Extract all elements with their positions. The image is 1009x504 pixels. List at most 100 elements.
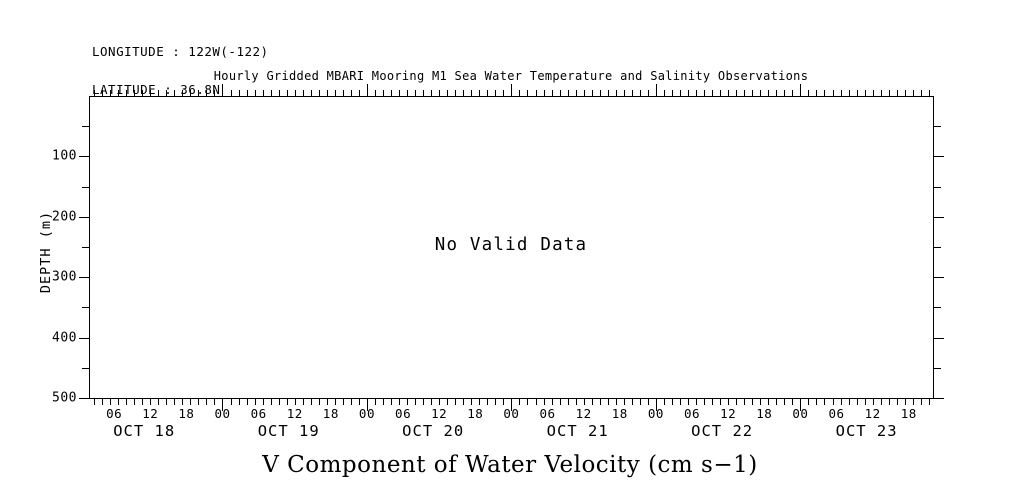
x-day-label: OCT 23 — [835, 422, 898, 440]
x-axis-tick — [431, 399, 433, 405]
x-axis-tick — [407, 399, 409, 405]
x-axis-tick — [503, 399, 505, 405]
x-axis-tick — [423, 399, 425, 405]
x-axis-tick — [174, 399, 176, 405]
x-axis-tick — [655, 84, 657, 96]
x-axis-tick — [150, 399, 152, 405]
x-axis-tick — [318, 399, 320, 405]
y-axis-tick — [934, 247, 941, 248]
x-axis-tick — [342, 399, 344, 405]
x-axis-tick — [158, 399, 160, 405]
x-axis-tick — [800, 84, 802, 96]
x-axis-tick — [832, 399, 834, 405]
x-axis-tick — [447, 399, 449, 405]
variable-caption: V Component of Water Velocity (cm s−1) — [262, 452, 758, 478]
x-axis-tick — [752, 399, 754, 405]
x-hour-label: 12 — [864, 406, 881, 421]
x-axis-tick — [720, 399, 722, 405]
y-axis-title: DEPTH (m) — [38, 210, 54, 294]
x-axis-tick — [567, 399, 569, 405]
y-axis-tick — [79, 338, 89, 339]
plot-area — [89, 96, 934, 399]
y-axis-tick — [934, 217, 944, 218]
longitude-label: LONGITUDE : 122W(-122) — [92, 44, 269, 59]
y-axis-tick — [79, 156, 89, 157]
x-axis-tick — [118, 399, 120, 405]
x-axis-tick — [254, 399, 256, 405]
x-axis-tick — [294, 399, 296, 405]
x-axis-tick — [583, 399, 585, 405]
y-axis-tick — [82, 247, 89, 248]
x-axis-tick — [222, 399, 224, 411]
x-axis-tick — [495, 399, 497, 405]
x-axis-tick — [463, 399, 465, 405]
latitude-label: LATITUDE : 36.8N — [92, 81, 221, 97]
x-axis-tick — [856, 399, 858, 405]
x-axis-tick — [126, 399, 128, 405]
y-axis-tick — [934, 156, 944, 157]
x-axis-tick — [110, 399, 112, 405]
x-axis-tick — [166, 399, 168, 405]
x-axis-tick — [455, 399, 457, 405]
no-data-message: No Valid Data — [434, 235, 588, 255]
x-hour-label: 06 — [395, 406, 412, 421]
x-axis-tick — [671, 399, 673, 405]
x-axis-tick — [872, 399, 874, 405]
x-hour-label: 18 — [611, 406, 628, 421]
x-axis-tick — [920, 399, 922, 405]
x-hour-label: 18 — [322, 406, 339, 421]
x-axis-tick — [599, 399, 601, 405]
x-axis-tick — [904, 399, 906, 405]
x-hour-label: 06 — [539, 406, 556, 421]
x-axis-tick — [591, 399, 593, 405]
x-axis-tick — [334, 399, 336, 405]
y-axis-tick — [79, 277, 89, 278]
x-axis-tick — [366, 84, 368, 96]
y-axis-tick — [79, 398, 89, 399]
x-axis-tick — [358, 399, 360, 405]
x-axis-tick — [206, 399, 208, 405]
x-hour-label: 12 — [431, 406, 448, 421]
x-axis-tick — [214, 399, 216, 405]
x-day-label: OCT 19 — [257, 422, 320, 440]
x-axis-tick — [270, 399, 272, 405]
x-axis-tick — [800, 399, 802, 411]
x-axis-tick — [415, 399, 417, 405]
x-axis-tick — [190, 399, 192, 405]
x-axis-tick — [647, 399, 649, 405]
y-axis-tick — [934, 277, 944, 278]
x-hour-label: 00 — [792, 406, 809, 421]
x-axis-tick — [912, 399, 914, 405]
y-tick-label: 500 — [52, 390, 77, 406]
x-day-label: OCT 20 — [402, 422, 465, 440]
x-axis-tick — [383, 399, 384, 405]
y-axis-tick — [82, 368, 89, 369]
y-axis-tick — [934, 368, 941, 369]
x-axis-tick — [880, 399, 882, 405]
x-axis-tick — [326, 399, 328, 405]
x-axis-tick — [768, 399, 770, 405]
x-axis-tick — [784, 399, 786, 405]
x-day-label: OCT 18 — [113, 422, 176, 440]
x-hour-label: 06 — [684, 406, 701, 421]
x-axis-tick — [840, 399, 842, 405]
x-axis-tick — [928, 399, 930, 405]
x-axis-tick — [439, 399, 441, 405]
x-axis-tick — [607, 399, 609, 405]
x-axis-tick — [792, 399, 794, 405]
x-hour-label: 06 — [250, 406, 267, 421]
x-axis-tick — [246, 399, 248, 405]
x-axis-tick — [543, 399, 545, 405]
x-hour-label: 18 — [900, 406, 917, 421]
y-axis-tick — [934, 307, 941, 308]
x-axis-tick — [736, 399, 738, 405]
x-axis-tick — [286, 399, 288, 405]
x-hour-label: 12 — [720, 406, 737, 421]
x-hour-label: 00 — [358, 406, 375, 421]
x-axis-tick — [198, 399, 200, 405]
x-axis-tick — [511, 84, 513, 96]
x-axis-tick — [696, 399, 698, 405]
x-axis-tick — [350, 399, 352, 405]
x-axis-tick — [479, 399, 481, 405]
x-axis-tick — [230, 399, 232, 405]
